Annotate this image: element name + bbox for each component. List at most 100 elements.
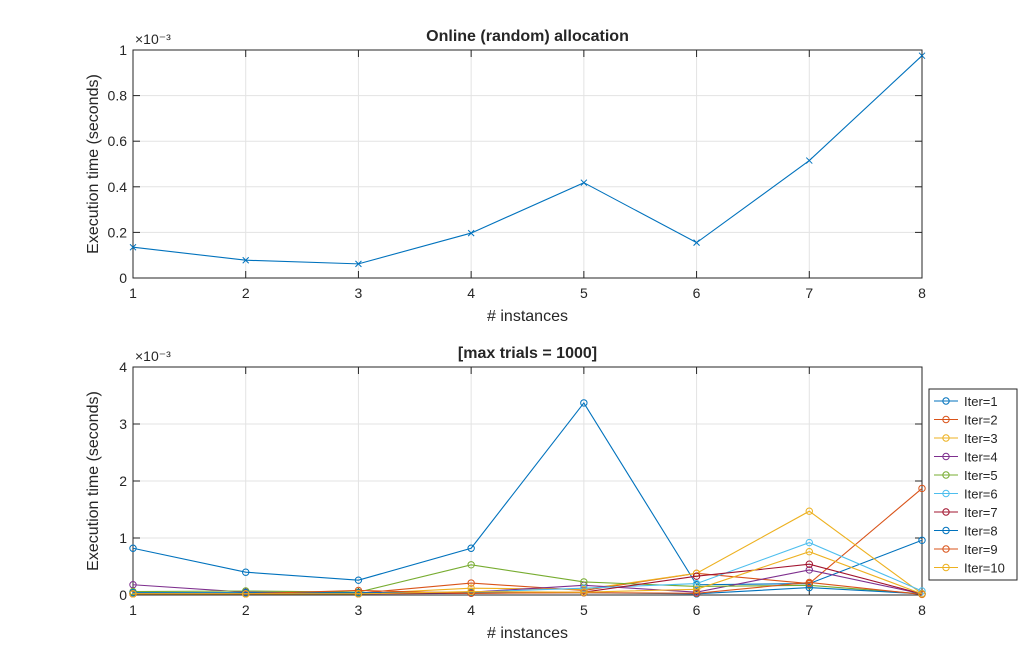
y-tick-label: 0.8 (108, 88, 128, 104)
data-point-marker (242, 590, 250, 598)
legend-marker (942, 434, 950, 442)
y-axis-label: Execution time (seconds) (85, 74, 102, 254)
series-1 (129, 52, 926, 268)
marker-stroke (467, 229, 475, 237)
data-point-marker (805, 538, 813, 547)
marker-stroke (805, 157, 813, 164)
y-tick-label: 0.4 (108, 179, 128, 195)
data-point-x-marker (918, 52, 926, 60)
y-axis-label: Execution time (seconds) (85, 391, 102, 571)
legend-label: Iter=6 (964, 487, 998, 502)
legend-label: Iter=1 (964, 394, 998, 409)
data-point-marker (805, 566, 813, 574)
series-line (133, 551, 923, 595)
y-tick-label: 1 (119, 530, 127, 546)
legend-marker (942, 508, 950, 516)
legend-label: Iter=10 (964, 561, 1005, 576)
x-tick-label: 1 (129, 285, 137, 301)
legend-label: Iter=4 (964, 450, 998, 465)
legend-label: Iter=2 (964, 413, 998, 428)
plot-area (133, 50, 922, 278)
x-axis-label: # instances (487, 625, 568, 642)
marker-stroke (355, 260, 362, 268)
marker-stroke (918, 52, 926, 60)
top-axes: 1 2 3 4 5 6 7 8 0 0.2 0.4 0.6 0.8 1 ×10⁻³ Online (rando… (85, 28, 926, 325)
legend-item: Iter=1 (934, 394, 998, 409)
data-point-marker (467, 587, 475, 596)
marker-stroke (242, 256, 250, 264)
data-point-x-marker (805, 157, 813, 164)
data-point-marker (918, 536, 926, 544)
data-point-marker (354, 590, 363, 598)
legend-marker (942, 471, 950, 479)
data-point-marker (805, 547, 813, 556)
legend-item: Iter=3 (934, 431, 998, 446)
marker-stroke (129, 243, 137, 251)
legend-box (928, 388, 1018, 581)
y-tick-label: 0.6 (108, 133, 128, 149)
legend-marker (942, 545, 950, 553)
data-point-x-marker (467, 229, 475, 237)
data-point-x-marker (129, 243, 137, 251)
legend-item: Iter=7 (934, 505, 998, 520)
x-tick-label: 4 (467, 602, 475, 618)
data-point-x-marker (355, 260, 362, 268)
data-point-marker (805, 560, 813, 568)
y-tick-label: 4 (119, 359, 127, 375)
legend-item: Iter=10 (934, 561, 1005, 576)
legend-marker (942, 452, 950, 461)
legend-item: Iter=4 (934, 450, 998, 465)
data-point-marker (467, 561, 475, 569)
marker-stroke (693, 239, 700, 247)
x-tick-label: 8 (918, 285, 926, 301)
legend-marker (942, 489, 950, 498)
data-point-marker (129, 544, 137, 552)
legend-label: Iter=7 (964, 505, 998, 520)
x-tick-label: 2 (242, 285, 250, 301)
legend-marker (942, 526, 950, 535)
data-point-marker (467, 544, 475, 552)
marker-stroke (580, 179, 588, 187)
series-10 (129, 547, 926, 598)
x-tick-label: 6 (693, 602, 701, 618)
data-point-marker (805, 583, 813, 592)
legend-item: Iter=5 (934, 468, 998, 483)
data-point-marker (580, 399, 588, 407)
x-tick-label: 6 (693, 285, 701, 301)
x-tick-label: 5 (580, 285, 588, 301)
series-line (133, 581, 923, 595)
legend-label: Iter=5 (964, 468, 998, 483)
legend-item: Iter=2 (934, 413, 998, 428)
x-tick-label: 3 (355, 285, 363, 301)
x-tick-label: 3 (355, 602, 363, 618)
legend-item: Iter=6 (934, 487, 998, 502)
legend-item: Iter=8 (934, 524, 998, 539)
data-point-marker (129, 590, 137, 598)
legend-label: Iter=9 (964, 542, 998, 557)
data-point-marker (805, 507, 813, 515)
data-point-marker (580, 584, 588, 592)
legend-label: Iter=3 (964, 431, 998, 446)
x-tick-label: 4 (467, 285, 475, 301)
data-point-marker (692, 572, 701, 580)
legend: Iter=1 Iter=2 Iter=3 Iter=4 Iter=5 Iter=6 Iter… (928, 388, 1018, 581)
y-tick-label: 0 (119, 270, 127, 286)
x-tick-label: 1 (129, 602, 137, 618)
series-line (132, 55, 923, 265)
data-point-marker (918, 590, 926, 598)
axes-box (132, 49, 923, 279)
y-tick-label: 1 (119, 42, 127, 58)
data-point-marker (467, 579, 475, 587)
chart-title: [max trials = 1000] (458, 345, 597, 362)
y-exponent-label: ×10⁻³ (135, 31, 171, 47)
legend-marker (942, 397, 950, 405)
legend-label: Iter=8 (964, 524, 998, 539)
data-point-marker (692, 579, 701, 588)
data-point-x-marker (580, 179, 588, 187)
x-tick-label: 8 (918, 602, 926, 618)
x-axis-label: # instances (487, 308, 568, 325)
data-point-marker (242, 568, 250, 576)
data-point-marker (692, 589, 701, 597)
